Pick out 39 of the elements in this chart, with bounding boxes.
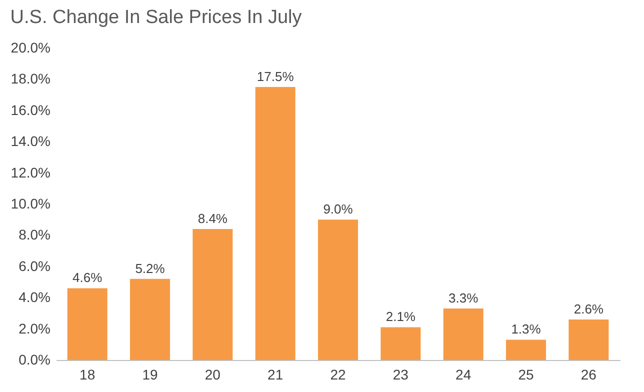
y-tick-label: 12.0% — [10, 164, 50, 180]
x-tick-label: 19 — [142, 366, 158, 382]
bar — [318, 220, 358, 360]
bar — [255, 87, 296, 360]
y-tick-label: 18.0% — [10, 70, 50, 87]
data-label: 2.6% — [574, 301, 604, 316]
data-label: 2.1% — [386, 309, 416, 324]
x-tick-label: 26 — [580, 366, 597, 382]
y-tick-label: 0.0% — [18, 352, 50, 368]
data-label: 3.3% — [448, 290, 479, 306]
bar — [192, 228, 233, 360]
data-label: 8.4% — [198, 210, 228, 226]
data-label: 5.2% — [135, 260, 166, 276]
x-tick-label: 25 — [518, 366, 534, 382]
bar — [568, 319, 609, 360]
y-tick-label: 10.0% — [10, 196, 50, 212]
y-tick-label: 14.0% — [10, 133, 50, 150]
bar — [130, 278, 170, 360]
data-label: 1.3% — [511, 322, 542, 337]
y-tick-label: 20.0% — [10, 40, 50, 56]
bar — [67, 288, 108, 360]
bar — [506, 340, 546, 360]
bar — [443, 308, 484, 360]
x-tick-label: 24 — [456, 366, 472, 382]
y-tick-label: 8.0% — [18, 226, 50, 243]
data-label: 17.5% — [256, 69, 294, 84]
x-tick-label: 18 — [80, 366, 96, 382]
chart-title: U.S. Change In Sale Prices In July — [10, 7, 302, 28]
y-tick-label: 2.0% — [18, 320, 50, 336]
data-label: 9.0% — [323, 202, 354, 217]
x-tick-label: 20 — [204, 366, 221, 382]
y-tick-label: 16.0% — [10, 102, 50, 118]
data-label: 4.6% — [72, 270, 103, 286]
x-tick-label: 21 — [268, 366, 284, 382]
bar — [380, 327, 421, 360]
x-tick-label: 23 — [392, 366, 409, 382]
y-tick-label: 6.0% — [18, 258, 50, 274]
x-tick-label: 22 — [330, 366, 346, 382]
y-tick-label: 4.0% — [18, 289, 50, 306]
